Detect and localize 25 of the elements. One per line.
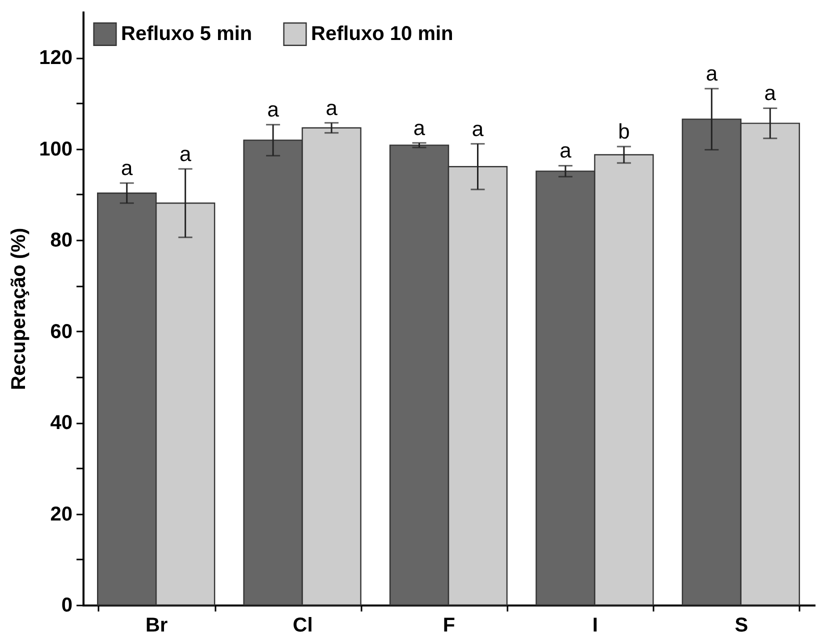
data-label: a [706,62,718,86]
x-tick-label: Cl [292,614,313,636]
y-tick-label: 80 [50,230,72,252]
y-tick-label: 100 [39,138,72,160]
legend-label: Refluxo 10 min [311,23,454,46]
data-label: a [472,118,484,141]
x-tick-label: S [734,614,748,636]
data-label: a [560,140,572,163]
x-tick-label: Br [145,614,168,636]
data-label: a [121,157,134,180]
data-label: a [267,98,280,122]
legend-label: Refluxo 5 min [121,23,252,46]
data-label: a [764,82,776,106]
x-tick-label: I [592,614,598,636]
x-tick-label: F [442,614,456,636]
y-tick-label: 0 [61,594,72,616]
y-tick-label: 60 [50,320,72,343]
data-label: a [326,96,338,120]
data-label: a [413,116,426,140]
data-label: b [618,120,630,144]
y-tick-label: 120 [39,47,72,70]
data-label: a [179,142,192,166]
y-tick-label: 20 [50,503,72,526]
y-tick-label: 40 [50,412,72,434]
y-axis-title: Recuperação (%) [8,228,30,390]
